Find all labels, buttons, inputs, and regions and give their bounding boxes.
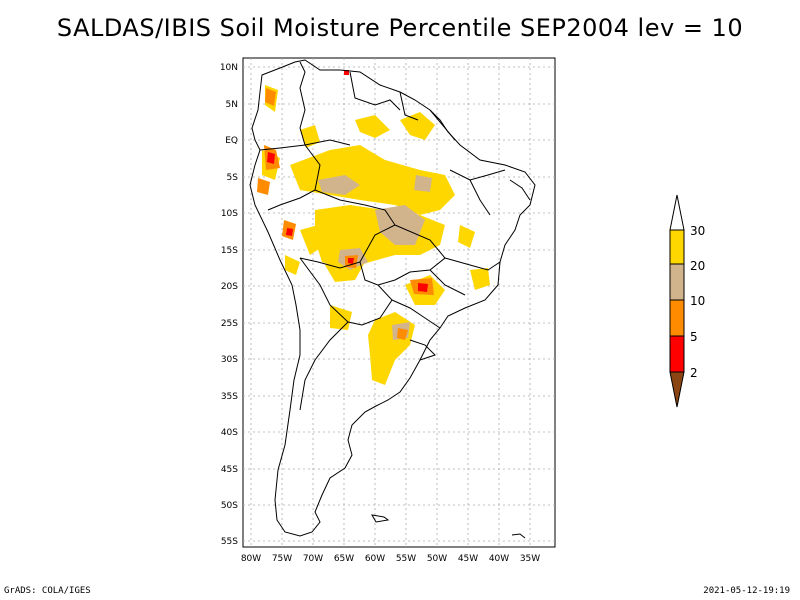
- legend-label: 5: [690, 330, 698, 344]
- color-legend: 30 20 10 5 2: [669, 194, 705, 408]
- x-tick-label: 75W: [272, 554, 292, 564]
- legend-top-arrow: [669, 194, 685, 231]
- coastlines: [249, 59, 536, 539]
- legend-bottom-arrow: [669, 371, 685, 408]
- y-tick-label: 35S: [221, 392, 238, 402]
- y-tick-label: 40S: [221, 428, 238, 438]
- legend-label: 30: [690, 224, 705, 238]
- y-tick-label: 10S: [221, 209, 238, 219]
- y-tick-label: EQ: [225, 136, 238, 146]
- y-tick-label: 45S: [221, 465, 238, 475]
- legend-swatch-5-10: [669, 299, 685, 337]
- x-tick-label: 40W: [489, 554, 509, 564]
- y-tick-label: 20S: [221, 282, 238, 292]
- footer-credit: GrADS: COLA/IGES: [4, 586, 91, 596]
- x-tick-label: 80W: [241, 554, 261, 564]
- y-tick-label: 30S: [221, 355, 238, 365]
- gridlines: [243, 58, 555, 547]
- x-tick-label: 60W: [365, 554, 385, 564]
- x-tick-label: 55W: [396, 554, 416, 564]
- y-tick-label: 25S: [221, 319, 238, 329]
- y-tick-label: 50S: [221, 501, 238, 511]
- legend-label: 2: [690, 366, 698, 380]
- x-tick-label: 45W: [458, 554, 478, 564]
- x-tick-label: 35W: [520, 554, 540, 564]
- y-tick-label: 5N: [226, 100, 238, 110]
- footer-timestamp: 2021-05-12-19:19: [703, 586, 790, 596]
- y-axis-labels: 10N 5N EQ 5S 10S 15S 20S 25S 30S 35S 40S…: [220, 63, 238, 547]
- legend-swatch-20-30: [669, 229, 685, 265]
- x-tick-label: 70W: [303, 554, 323, 564]
- x-tick-label: 50W: [427, 554, 447, 564]
- legend-label: 10: [690, 294, 705, 308]
- legend-swatch-10-20: [669, 263, 685, 301]
- shaded-areas: [257, 70, 490, 385]
- y-tick-label: 5S: [227, 173, 239, 183]
- plot-frame: [242, 57, 556, 548]
- y-tick-label: 55S: [221, 537, 238, 547]
- y-tick-label: 15S: [221, 246, 238, 256]
- y-tick-label: 10N: [220, 63, 238, 73]
- legend-label: 20: [690, 259, 705, 273]
- x-axis-labels: 80W 75W 70W 65W 60W 55W 50W 45W 40W 35W: [241, 554, 540, 564]
- x-tick-label: 65W: [334, 554, 354, 564]
- map-title: SALDAS/IBIS Soil Moisture Percentile SEP…: [56, 14, 744, 42]
- legend-swatch-2-5: [669, 335, 685, 373]
